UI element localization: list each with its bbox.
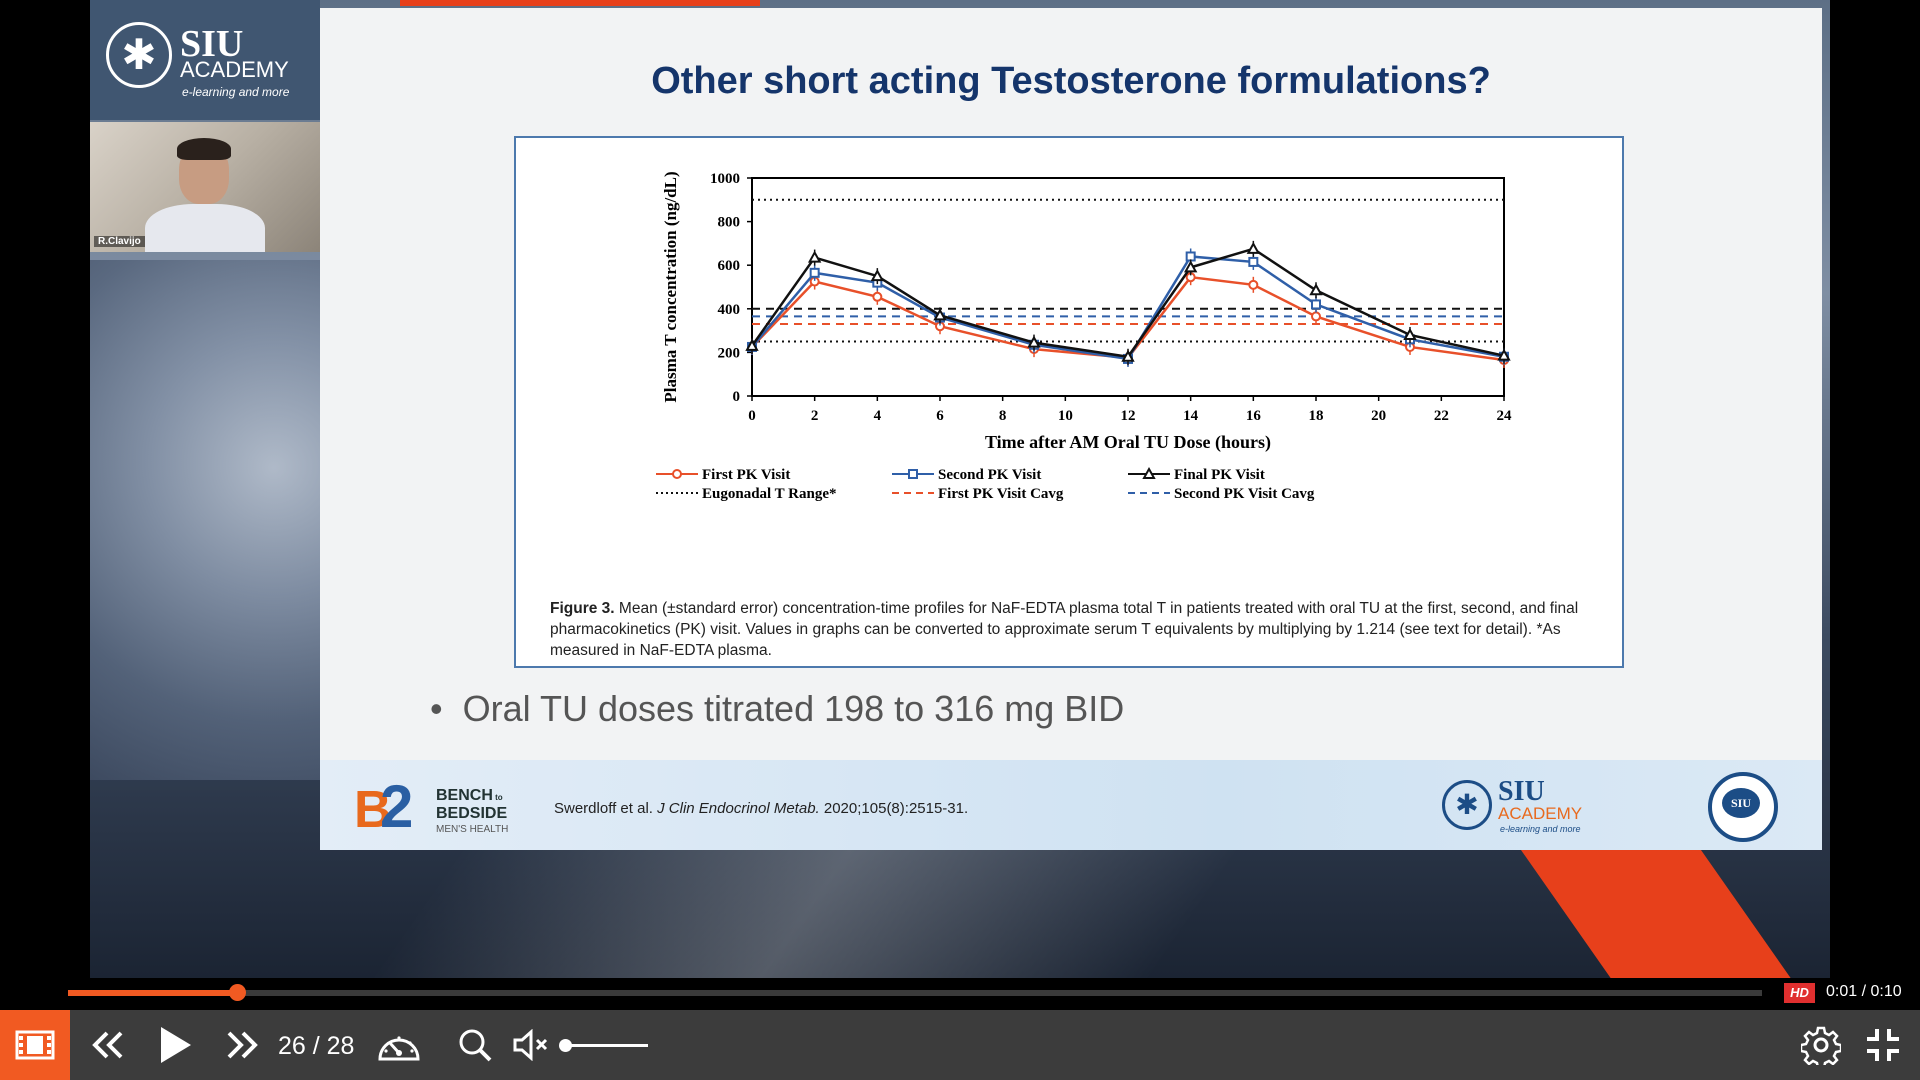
citation: Swerdloff et al. J Clin Endocrinol Metab… [554,800,969,817]
bench-to-bedside-logo: B 2 BENCH to BEDSIDE MEN'S HEALTH [354,773,514,840]
search-icon[interactable] [452,1010,498,1080]
vitruvian-man-icon: ✱ [106,22,172,88]
data-point [870,269,885,282]
volume-slider[interactable] [563,1044,648,1047]
x-tick-label: 16 [1246,408,1262,424]
data-point [1248,279,1259,290]
x-tick-label: 20 [1371,408,1386,424]
y-tick-label: 400 [718,302,741,318]
time-display: 0:01 / 0:10 [1826,983,1902,1000]
presenter-name: R.Clavijo [94,236,145,247]
footer-siu-logo: ✱ SIU ACADEMY e-learning and more [1442,776,1612,836]
b2b-title: BENCH to BEDSIDE [436,787,508,822]
bullet-marker: • [430,688,463,729]
legend-label: First PK Visit [702,467,790,483]
presenter-webcam: R.Clavijo [90,122,320,252]
data-point [1311,311,1321,322]
x-tick-label: 22 [1434,408,1449,424]
data-point [872,291,883,302]
legend-label: Final PK Visit [1174,467,1265,483]
x-tick-label: 18 [1309,408,1324,424]
presentation-slide: Other short acting Testosterone formulat… [320,8,1822,850]
figure-caption: Figure 3. Mean (±standard error) concent… [550,598,1590,661]
legend-label: Eugonadal T Range* [702,486,837,502]
data-point [1311,299,1321,310]
legend-label: Second PK Visit [938,467,1041,483]
speed-gauge-icon[interactable] [374,1010,424,1080]
play-icon[interactable] [152,1010,198,1080]
y-axis-label: Plasma T concentration (ng/dL) [661,171,680,402]
logo-tagline: e-learning and more [182,85,290,99]
data-point [807,250,822,263]
progress-bar[interactable] [68,984,1762,1001]
legend-marker [908,469,918,479]
x-tick-label: 10 [1058,408,1073,424]
x-tick-label: 6 [936,408,944,424]
figure-caption-label: Figure 3. [550,600,615,617]
data-point [933,308,947,321]
left-panel: ✱ SIU ACADEMY e-learning and more R.Clav… [90,0,320,978]
b2b-mark-icon: B [354,781,392,839]
slide-bullet: • Oral TU doses titrated 198 to 316 mg B… [430,688,1124,730]
b2b-mark-icon: 2 [380,773,414,840]
x-tick-label: 14 [1183,408,1199,424]
progress-scrubber[interactable] [229,984,247,1001]
x-tick-label: 0 [748,408,756,424]
x-tick-label: 8 [999,408,1007,424]
progress-fill [68,990,238,996]
player-controls: 26 / 28 [0,1010,1920,1080]
legend-label: Second PK Visit Cavg [1174,486,1315,502]
vitruvian-man-icon: ✱ [1442,780,1492,830]
data-point [1248,256,1259,267]
presenter-figure [145,138,265,252]
data-point [1027,335,1041,348]
slide-footer: B 2 BENCH to BEDSIDE MEN'S HEALTH Swerdl… [320,760,1822,850]
data-point [1185,251,1196,262]
mute-icon[interactable] [510,1010,556,1080]
x-axis-label: Time after AM Oral TU Dose (hours) [985,432,1271,453]
film-icon[interactable] [0,1010,70,1080]
hd-badge[interactable]: HD [1784,983,1815,1003]
bullet-text: Oral TU doses titrated 198 to 316 mg BID [462,688,1125,729]
data-point [1497,348,1511,361]
legend-marker [672,469,682,479]
data-point [1121,349,1135,362]
y-tick-label: 200 [718,345,741,361]
series-line [751,275,1505,362]
exit-fullscreen-icon[interactable] [1860,1010,1906,1080]
x-tick-label: 24 [1497,408,1513,424]
b2b-subtitle: MEN'S HEALTH [436,824,509,835]
siu-society-seal-icon: SIU [1708,772,1778,842]
background-globe [90,260,320,780]
siu-academy-logo: ✱ SIU ACADEMY e-learning and more [90,0,320,120]
data-point [745,338,759,351]
fast-forward-icon[interactable] [218,1010,264,1080]
data-point [1403,327,1417,340]
rewind-icon[interactable] [86,1010,132,1080]
data-point [1246,241,1261,254]
x-tick-label: 4 [874,408,882,424]
x-tick-label: 2 [811,408,819,424]
page-counter: 26 / 28 [278,1032,355,1060]
y-tick-label: 800 [718,215,741,231]
legend-label: First PK Visit Cavg [938,486,1064,502]
y-tick-label: 1000 [710,171,740,187]
y-tick-label: 0 [733,389,741,405]
figure-caption-text: Mean (±standard error) concentration-tim… [550,600,1579,659]
settings-gear-icon[interactable] [1796,1010,1846,1080]
volume-knob[interactable] [559,1039,572,1052]
y-tick-label: 600 [718,258,741,274]
legend-marker [1142,466,1156,479]
background-accent [400,0,760,6]
figure-panel: 0 2 4 6 8 10 12 14 16 18 20 22 24 0 200 400 600 800 1000 Ti… [514,136,1624,668]
logo-siu-text: SIU [180,23,244,65]
data-point [1183,260,1198,273]
slide-title: Other short acting Testosterone formulat… [651,60,1491,102]
x-tick-label: 12 [1121,408,1136,424]
data-point [809,267,820,278]
data-point [1309,283,1323,296]
logo-academy-text: ACADEMY [180,57,289,82]
pk-line-chart: 0 2 4 6 8 10 12 14 16 18 20 22 2402004006008001000Ti… [656,171,1513,502]
